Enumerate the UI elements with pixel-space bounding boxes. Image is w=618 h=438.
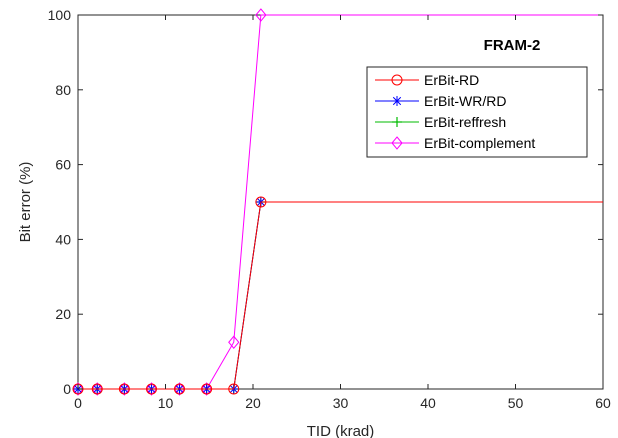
- data-point-diamond: [391, 136, 403, 150]
- legend-label: ErBit-RD: [424, 72, 479, 88]
- y-tick-label: 60: [55, 157, 71, 173]
- legend: ErBit-RD ErBit-WR/RD ErBit-reffresh ErBit-c…: [366, 66, 588, 158]
- legend-entry: ErBit-complement: [375, 135, 535, 151]
- legend-entry: ErBit-RD: [375, 72, 479, 88]
- data-point-circle: [118, 383, 130, 395]
- x-tick-label: 0: [74, 395, 82, 411]
- x-tick-label: 30: [333, 395, 349, 411]
- data-point-diamond: [145, 382, 158, 396]
- x-tick-label: 50: [508, 395, 524, 411]
- legend-entry: ErBit-reffresh: [375, 114, 506, 130]
- data-point-diamond: [91, 382, 103, 396]
- y-tick-label: 0: [63, 381, 71, 397]
- legend-entry: ErBit-WR/RD: [375, 93, 506, 109]
- data-point-circle: [146, 383, 157, 395]
- series-line: [78, 201, 603, 390]
- legend-label: ErBit-WR/RD: [424, 93, 506, 109]
- y-axis-label: Bit error (%): [17, 162, 34, 243]
- axis-ticks: 0 10 20 30 40 50 60 0 20 40 60 80 100: [48, 7, 611, 411]
- y-tick-label: 20: [55, 306, 71, 322]
- data-point-circle: [228, 383, 240, 395]
- data-point-circle: [391, 74, 403, 86]
- data-point-asterisk: [392, 96, 402, 106]
- x-tick-label: 10: [158, 395, 174, 411]
- data-point-diamond: [118, 382, 131, 396]
- legend-label: ErBit-complement: [424, 135, 535, 151]
- data-point-circle: [91, 383, 103, 395]
- x-axis-label: TID (krad): [307, 423, 375, 438]
- data-point-circle: [201, 383, 213, 395]
- series-layer: [72, 8, 603, 396]
- y-tick-label: 80: [55, 82, 71, 98]
- data-point-diamond: [200, 382, 213, 396]
- data-point-plus: [392, 117, 402, 127]
- chart-annotation: FRAM-2: [484, 37, 541, 54]
- data-point-circle: [255, 196, 267, 208]
- data-point-diamond: [228, 335, 240, 350]
- data-point-diamond: [72, 382, 84, 396]
- x-tick-label: 40: [420, 395, 436, 411]
- y-tick-label: 100: [48, 7, 72, 23]
- x-tick-label: 60: [595, 395, 611, 411]
- legend-label: ErBit-reffresh: [424, 114, 506, 130]
- y-tick-label: 40: [55, 231, 71, 247]
- x-tick-label: 20: [245, 395, 261, 411]
- data-point-diamond: [173, 382, 186, 396]
- data-point-circle: [174, 383, 185, 395]
- data-point-diamond: [255, 8, 267, 22]
- legend-box: [366, 66, 588, 158]
